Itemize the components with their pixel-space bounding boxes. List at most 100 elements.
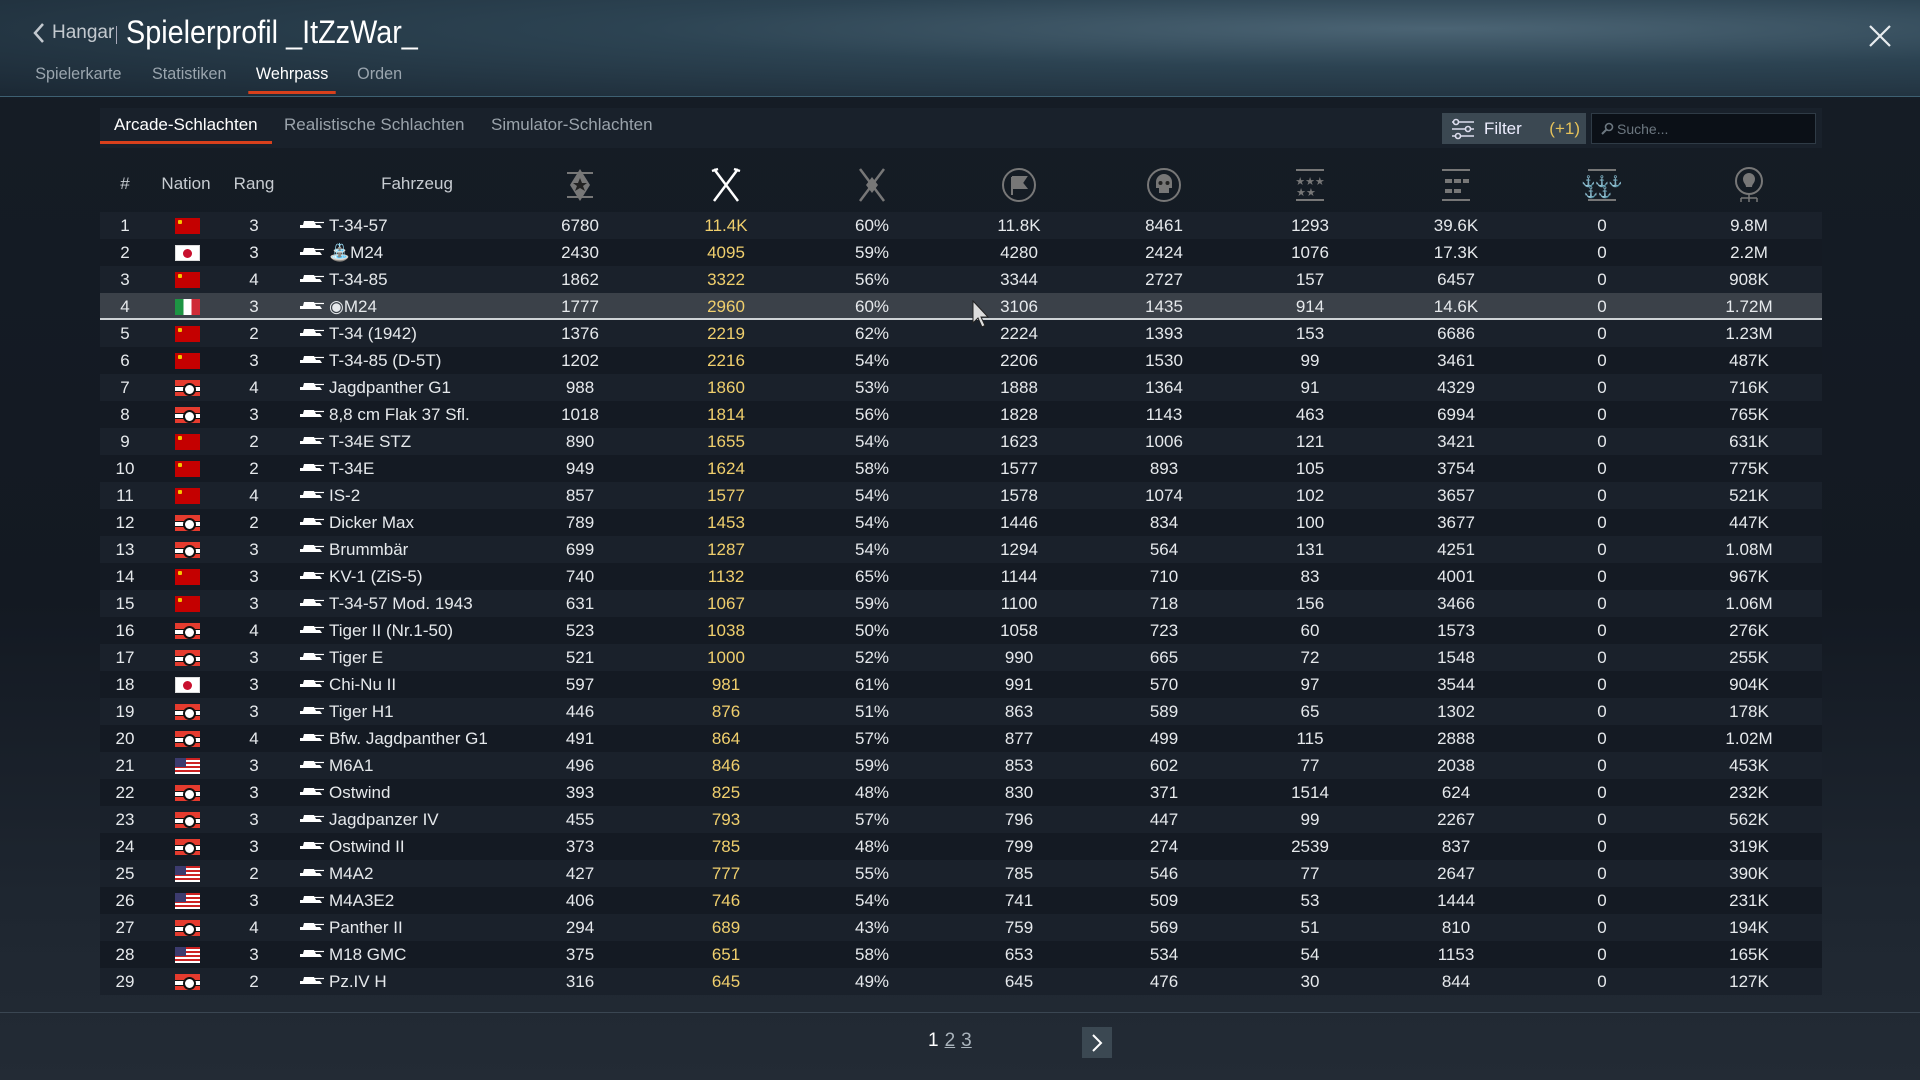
tab-realistic[interactable]: Realistische Schlachten bbox=[284, 115, 465, 134]
page-2[interactable]: 2 bbox=[944, 1030, 956, 1051]
tab-spielerkarte[interactable]: Spielerkarte bbox=[35, 64, 122, 83]
flag-usa-icon bbox=[175, 866, 200, 882]
cell-air-kills: 30 bbox=[1300, 972, 1320, 991]
table-row[interactable]: 13 3 Brummbär 699 1287 54% 1294 564 131 4251 0 1.08… bbox=[100, 536, 1822, 563]
svg-text:⚓⚓: ⚓⚓ bbox=[1584, 186, 1611, 199]
vehicle-name: ◉M24 bbox=[329, 297, 377, 316]
cell-battles: 6780 bbox=[561, 216, 599, 235]
deaths-icon[interactable] bbox=[1142, 165, 1186, 205]
search-placeholder: Suche... bbox=[1617, 120, 1669, 137]
cell-naval-kills: 0 bbox=[1597, 486, 1607, 505]
cell-battles: 491 bbox=[565, 729, 595, 748]
tab-orden[interactable]: Orden bbox=[357, 64, 403, 83]
research-points-icon[interactable] bbox=[1727, 165, 1771, 205]
page-3[interactable]: 3 bbox=[961, 1030, 972, 1051]
cell-respawns: 1623 bbox=[1000, 432, 1038, 451]
cell-sorted-missions: 876 bbox=[711, 702, 741, 721]
cell-deaths: 1435 bbox=[1145, 297, 1183, 316]
cell-sorted-missions: 2960 bbox=[707, 297, 745, 316]
naval-kills-icon[interactable]: ⚓⚓⚓⚓⚓ bbox=[1580, 165, 1624, 205]
vehicle-name: Ostwind bbox=[329, 783, 391, 802]
cell-air-kills: 156 bbox=[1295, 594, 1325, 613]
battles-icon[interactable] bbox=[558, 165, 602, 205]
cell-sorted-missions: 1038 bbox=[707, 621, 745, 640]
table-row[interactable]: 9 2 T-34E STZ 890 1655 54% 1623 1006 121 3421 0 631… bbox=[100, 428, 1822, 455]
table-row[interactable]: 26 3 M4A3E2 406 746 54% 741 509 53 1444 0 231K bbox=[100, 887, 1822, 914]
table-row[interactable]: 12 2 Dicker Max 789 1453 54% 1446 834 100 3677 0 44… bbox=[100, 509, 1822, 536]
search-input[interactable]: Suche... bbox=[1591, 113, 1816, 144]
table-row[interactable]: 2 3 ⛲M24 2430 4095 59% 4280 2424 1076 17.3K 0 2.2M bbox=[100, 239, 1822, 266]
cell-air-kills: 77 bbox=[1300, 756, 1320, 775]
table-row[interactable]: 6 3 T-34-85 (D-5T) 1202 2216 54% 2206 1530 99 346… bbox=[100, 347, 1822, 374]
table-row[interactable]: 20 4 Bfw. Jagdpanther G1 491 864 57% 877 499 115… bbox=[100, 725, 1822, 752]
rank: 3 bbox=[249, 810, 259, 829]
col-rank[interactable]: Rang bbox=[233, 174, 275, 193]
table-row[interactable]: 18 3 Chi-Nu II 597 981 61% 991 570 97 3544 0 904K bbox=[100, 671, 1822, 698]
tab-arcade[interactable]: Arcade-Schlachten bbox=[100, 115, 272, 144]
flag-ussr-icon bbox=[175, 569, 200, 585]
air-kills-icon[interactable]: ★★★★★ bbox=[1288, 165, 1332, 205]
next-page-button[interactable] bbox=[1082, 1027, 1112, 1058]
tank-icon bbox=[300, 410, 324, 417]
table-row[interactable]: 8 3 8,8 cm Flak 37 Sfl. 1018 1814 56% 1828 1143… bbox=[100, 401, 1822, 428]
rank: 3 bbox=[249, 594, 259, 613]
table-row[interactable]: 15 3 T-34-57 Mod. 1943 631 1067 59% 1100 718 156… bbox=[100, 590, 1822, 617]
tank-icon bbox=[300, 869, 324, 876]
cell-research-points: 904K bbox=[1729, 675, 1769, 694]
tab-statistiken[interactable]: Statistiken bbox=[151, 64, 227, 83]
close-icon[interactable] bbox=[1866, 22, 1894, 50]
vehicle-name: T-34-57 Mod. 1943 bbox=[329, 594, 473, 613]
cell-battles: 2430 bbox=[561, 243, 599, 262]
row-number: 14 bbox=[115, 567, 135, 586]
back-to-hangar-button[interactable]: Hangar bbox=[32, 22, 114, 44]
cell-air-kills: 77 bbox=[1300, 864, 1320, 883]
table-row[interactable]: 28 3 M18 GMC 375 651 58% 653 534 54 1153 0 165K bbox=[100, 941, 1822, 968]
filter-button[interactable]: Filter (+1) bbox=[1442, 113, 1586, 144]
rank: 4 bbox=[249, 621, 259, 640]
sorted-missions-icon[interactable] bbox=[704, 165, 748, 205]
vehicle-name: KV-1 (ZiS-5) bbox=[329, 567, 423, 586]
table-row[interactable]: 10 2 T-34E 949 1624 58% 1577 893 105 3754 0 775K bbox=[100, 455, 1822, 482]
table-row[interactable]: 5 2 T-34 (1942) 1376 2219 62% 2224 1393 153 6686 0… bbox=[100, 320, 1822, 347]
col-nation[interactable]: Nation bbox=[161, 174, 211, 193]
table-row[interactable]: 7 4 Jagdpanther G1 988 1860 53% 1888 1364 91 4329… bbox=[100, 374, 1822, 401]
tank-icon bbox=[300, 464, 324, 471]
tank-icon bbox=[300, 788, 324, 795]
svg-text:★★: ★★ bbox=[1296, 187, 1316, 199]
vehicle-name: M4A2 bbox=[329, 864, 374, 883]
tank-icon bbox=[300, 329, 324, 336]
table-row[interactable]: 1 3 T-34-57 6780 11.4K 60% 11.8K 8461 1293 39.6K 0… bbox=[100, 212, 1822, 239]
cell-respawns: 1828 bbox=[1000, 405, 1038, 424]
table-row[interactable]: 24 3 Ostwind II 373 785 48% 799 274 2539 837 0 319K bbox=[100, 833, 1822, 860]
table-row[interactable]: 17 3 Tiger E 521 1000 52% 990 665 72 1548 0 255K bbox=[100, 644, 1822, 671]
table-row[interactable]: 27 4 Panther II 294 689 43% 759 569 51 810 0 194K bbox=[100, 914, 1822, 941]
row-number: 22 bbox=[115, 783, 135, 802]
tab-wehrpass[interactable]: Wehrpass bbox=[248, 64, 337, 94]
table-row[interactable]: 22 3 Ostwind 393 825 48% 830 371 1514 624 0 232K bbox=[100, 779, 1822, 806]
table-row[interactable]: 3 4 T-34-85 1862 3322 56% 3344 2727 157 6457 0 908K bbox=[100, 266, 1822, 293]
row-number: 29 bbox=[115, 972, 135, 991]
table-row[interactable]: 4 3 ◉M24 1777 2960 60% 3106 1435 914 14.6K 0 1.72M bbox=[100, 293, 1822, 320]
cell-deaths: 274 bbox=[1149, 837, 1179, 856]
table-row[interactable]: 23 3 Jagdpanzer IV 455 793 57% 796 447 99 2267 0 56… bbox=[100, 806, 1822, 833]
respawns-icon[interactable] bbox=[997, 165, 1041, 205]
table-row[interactable]: 14 3 KV-1 (ZiS-5) 740 1132 65% 1144 710 83 4001 0 9… bbox=[100, 563, 1822, 590]
cell-deaths: 2727 bbox=[1145, 270, 1183, 289]
table-row[interactable]: 29 2 Pz.IV H 316 645 49% 645 476 30 844 0 127K bbox=[100, 968, 1822, 995]
col-vehicle[interactable]: Fahrzeug bbox=[381, 174, 453, 193]
table-row[interactable]: 25 2 M4A2 427 777 55% 785 546 77 2647 0 390K bbox=[100, 860, 1822, 887]
table-row[interactable]: 21 3 M6A1 496 846 59% 853 602 77 2038 0 453K bbox=[100, 752, 1822, 779]
table-row[interactable]: 16 4 Tiger II (Nr.1-50) 523 1038 50% 1058 723 60… bbox=[100, 617, 1822, 644]
table-row[interactable]: 19 3 Tiger H1 446 876 51% 863 589 65 1302 0 178K bbox=[100, 698, 1822, 725]
tab-simulator[interactable]: Simulator-Schlachten bbox=[491, 115, 653, 134]
ground-kills-icon[interactable] bbox=[1434, 165, 1478, 205]
cell-air-kills: 99 bbox=[1300, 810, 1320, 829]
vehicle-name: M6A1 bbox=[329, 756, 374, 775]
cell-research-points: 276K bbox=[1729, 621, 1769, 640]
winrate-icon[interactable] bbox=[850, 165, 894, 205]
row-number: 1 bbox=[120, 216, 130, 235]
table-row[interactable]: 11 4 IS-2 857 1577 54% 1578 1074 102 3657 0 521K bbox=[100, 482, 1822, 509]
page-1[interactable]: 1 bbox=[928, 1030, 939, 1051]
tank-icon bbox=[300, 383, 324, 390]
col-number[interactable]: # bbox=[120, 174, 130, 193]
